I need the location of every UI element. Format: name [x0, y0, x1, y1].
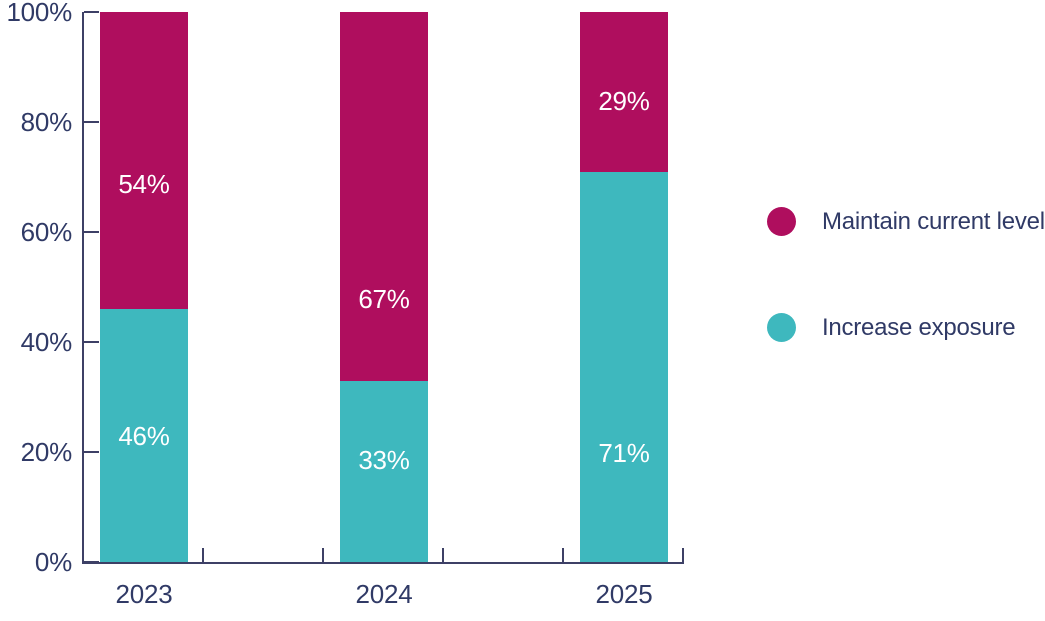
- legend-item-increase-exposure: Increase exposure: [767, 313, 1045, 342]
- bar-segment-value-label: 29%: [598, 86, 650, 117]
- y-axis-tick: [84, 121, 99, 123]
- x-axis-tick: [322, 548, 324, 562]
- y-axis-tick-label: 0%: [34, 547, 72, 577]
- legend: Maintain current level Increase exposure: [767, 207, 1045, 342]
- y-axis-tick: [84, 11, 99, 13]
- x-axis-category-label: 2023: [115, 579, 173, 609]
- y-axis-tick: [84, 341, 99, 343]
- bar-2025: 29% 71%: [580, 12, 668, 562]
- x-axis-tick: [442, 548, 444, 562]
- x-axis-tick: [562, 548, 564, 562]
- bar-segment-value-label: 67%: [358, 284, 410, 315]
- x-axis-tick: [682, 548, 684, 562]
- bar-2024: 67% 33%: [340, 12, 428, 562]
- y-axis-tick: [84, 451, 99, 453]
- legend-label-maintain-current-level: Maintain current level: [822, 208, 1045, 235]
- y-axis-tick-label: 60%: [20, 217, 73, 247]
- bar-segment-value-label: 54%: [118, 169, 170, 200]
- y-axis-tick-label: 40%: [20, 327, 73, 357]
- bar-segment: 29%: [580, 12, 668, 172]
- bar-segment: 67%: [340, 12, 428, 381]
- bar-2023: 54% 46%: [100, 12, 188, 562]
- maintain-current-level-swatch-icon: [767, 207, 796, 236]
- plot-area: 0% 20% 40% 60% 80% 100% 54% 46% 2023 67% 33% 2024 29…: [6, 0, 684, 608]
- bar-segment-value-label: 33%: [358, 445, 410, 476]
- bar-segment: 46%: [100, 309, 188, 562]
- legend-item-maintain-current-level: Maintain current level: [767, 207, 1045, 236]
- bar-segment: 71%: [580, 171, 668, 562]
- x-axis-category-label: 2025: [595, 579, 653, 609]
- x-axis-tick: [202, 548, 204, 562]
- x-axis-category-label: 2024: [355, 579, 413, 609]
- legend-label-increase-exposure: Increase exposure: [822, 314, 1016, 341]
- y-axis-tick-label: 20%: [20, 437, 73, 467]
- y-axis-tick: [84, 231, 99, 233]
- increase-exposure-swatch-icon: [767, 313, 796, 342]
- y-axis-tick-label: 100%: [6, 0, 72, 27]
- bar-segment-value-label: 46%: [118, 420, 170, 451]
- bar-segment: 54%: [100, 12, 188, 309]
- bar-segment: 33%: [340, 380, 428, 562]
- y-axis-tick-label: 80%: [20, 107, 73, 137]
- y-axis-tick: [84, 561, 99, 563]
- bar-segment-value-label: 71%: [598, 437, 650, 468]
